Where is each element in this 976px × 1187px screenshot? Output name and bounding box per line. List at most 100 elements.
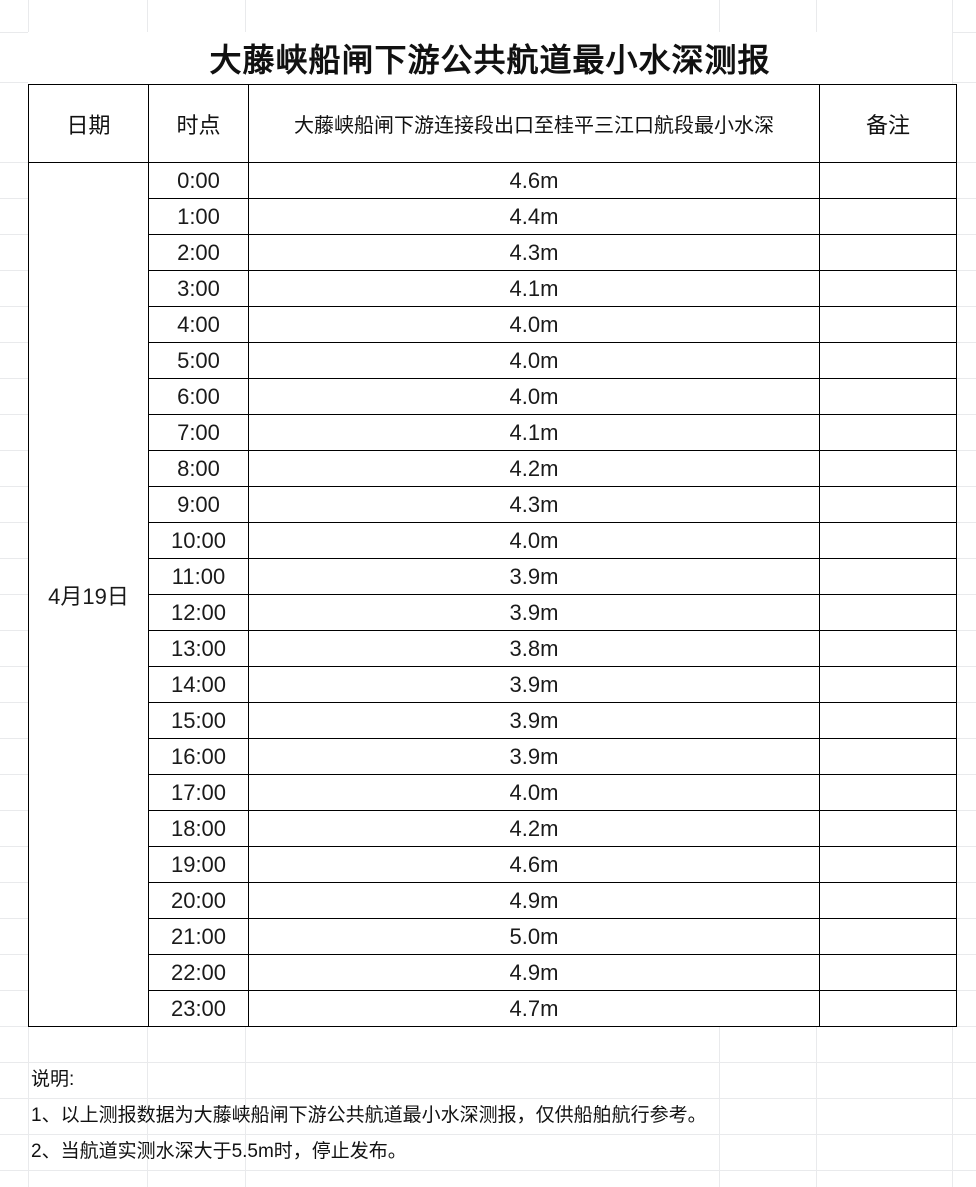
- remark-cell: [819, 486, 957, 523]
- time-cell: 22:00: [148, 954, 249, 991]
- time-cell: 3:00: [148, 270, 249, 307]
- time-cell: 18:00: [148, 810, 249, 847]
- depth-cell: 4.3m: [248, 234, 820, 271]
- table-row: 10:00 4.0m: [29, 522, 957, 559]
- depth-cell: 4.9m: [248, 882, 820, 919]
- depth-cell: 4.0m: [248, 522, 820, 559]
- remark-cell: [819, 666, 957, 703]
- depth-cell: 4.2m: [248, 810, 820, 847]
- grid-hline: [0, 1134, 976, 1135]
- header-date: 日期: [28, 84, 149, 163]
- depth-cell: 4.7m: [248, 990, 820, 1027]
- depth-cell: 3.9m: [248, 702, 820, 739]
- depth-cell: 3.9m: [248, 594, 820, 631]
- table-row: 4:00 4.0m: [29, 306, 957, 343]
- table-row: 14:00 3.9m: [29, 666, 957, 703]
- table-row: 2:00 4.3m: [29, 234, 957, 271]
- table-row: 23:00 4.7m: [29, 990, 957, 1027]
- time-cell: 5:00: [148, 342, 249, 379]
- remark-cell: [819, 306, 957, 343]
- header-depth: 大藤峡船闸下游连接段出口至桂平三江口航段最小水深: [248, 84, 820, 163]
- table-row: 16:00 3.9m: [29, 738, 957, 775]
- header-time: 时点: [148, 84, 249, 163]
- time-cell: 6:00: [148, 378, 249, 415]
- time-cell: 13:00: [148, 630, 249, 667]
- notes-label: 说明:: [31, 1069, 75, 1090]
- remark-cell: [819, 594, 957, 631]
- time-cell: 11:00: [148, 558, 249, 595]
- depth-cell: 4.0m: [248, 306, 820, 343]
- depth-cell: 4.6m: [248, 162, 820, 199]
- depth-cell: 4.6m: [248, 846, 820, 883]
- time-cell: 2:00: [148, 234, 249, 271]
- remark-cell: [819, 414, 957, 451]
- remark-cell: [819, 918, 957, 955]
- remark-cell: [819, 450, 957, 487]
- remark-cell: [819, 846, 957, 883]
- depth-cell: 3.9m: [248, 666, 820, 703]
- remark-cell: [819, 270, 957, 307]
- depth-cell: 4.0m: [248, 774, 820, 811]
- time-cell: 10:00: [148, 522, 249, 559]
- table-row: 20:00 4.9m: [29, 882, 957, 919]
- table-row: 7:00 4.1m: [29, 414, 957, 451]
- remark-cell: [819, 162, 957, 199]
- date-cell: 4月19日: [28, 162, 149, 1027]
- remark-cell: [819, 342, 957, 379]
- remark-cell: [819, 774, 957, 811]
- table-row: 12:00 3.9m: [29, 594, 957, 631]
- table-row: 15:00 3.9m: [29, 702, 957, 739]
- table-row: 4月19日 0:00 4.6m: [28, 162, 957, 1027]
- table-row: 5:00 4.0m: [29, 342, 957, 379]
- header-remark: 备注: [819, 84, 957, 163]
- depth-cell: 4.3m: [248, 486, 820, 523]
- time-cell: 1:00: [148, 198, 249, 235]
- table-row: 19:00 4.6m: [29, 846, 957, 883]
- time-cell: 14:00: [148, 666, 249, 703]
- remark-cell: [819, 702, 957, 739]
- table-row: 8:00 4.2m: [29, 450, 957, 487]
- remark-cell: [819, 522, 957, 559]
- time-cell: 17:00: [148, 774, 249, 811]
- remark-cell: [819, 882, 957, 919]
- time-cell: 8:00: [148, 450, 249, 487]
- remark-cell: [819, 954, 957, 991]
- table-row: 17:00 4.0m: [29, 774, 957, 811]
- note-item-1: 1、以上测报数据为大藤峡船闸下游公共航道最小水深测报，仅供船舶航行参考。: [31, 1105, 707, 1126]
- time-cell: 15:00: [148, 702, 249, 739]
- table-header: 日期 时点 大藤峡船闸下游连接段出口至桂平三江口航段最小水深 备注: [28, 84, 957, 163]
- time-cell: 12:00: [148, 594, 249, 631]
- table-row: 22:00 4.9m: [29, 954, 957, 991]
- depth-cell: 4.0m: [248, 342, 820, 379]
- table-row: 18:00 4.2m: [29, 810, 957, 847]
- note-item-2: 2、当航道实测水深大于5.5m时，停止发布。: [31, 1141, 407, 1162]
- grid-hline: [0, 1062, 976, 1063]
- table-row: 6:00 4.0m: [29, 378, 957, 415]
- time-cell: 7:00: [148, 414, 249, 451]
- depth-cell: 4.1m: [248, 414, 820, 451]
- time-cell: 20:00: [148, 882, 249, 919]
- time-cell: 9:00: [148, 486, 249, 523]
- remark-cell: [819, 198, 957, 235]
- remark-cell: [819, 378, 957, 415]
- remark-cell: [819, 990, 957, 1027]
- table-row: 21:00 5.0m: [29, 918, 957, 955]
- table-row: 1:00 4.4m: [29, 198, 957, 235]
- remark-cell: [819, 810, 957, 847]
- time-cell: 16:00: [148, 738, 249, 775]
- header-row: 日期 时点 大藤峡船闸下游连接段出口至桂平三江口航段最小水深 备注: [28, 84, 957, 163]
- depth-cell: 4.4m: [248, 198, 820, 235]
- depth-cell: 3.9m: [248, 738, 820, 775]
- depth-cell: 4.0m: [248, 378, 820, 415]
- remark-cell: [819, 738, 957, 775]
- table-row: 3:00 4.1m: [29, 270, 957, 307]
- time-cell: 19:00: [148, 846, 249, 883]
- depth-cell: 5.0m: [248, 918, 820, 955]
- depth-cell: 4.1m: [248, 270, 820, 307]
- depth-table: 日期 时点 大藤峡船闸下游连接段出口至桂平三江口航段最小水深 备注 4月19日 0…: [28, 84, 957, 1027]
- depth-cell: 3.9m: [248, 558, 820, 595]
- depth-cell: 4.9m: [248, 954, 820, 991]
- remark-cell: [819, 234, 957, 271]
- time-cell: 23:00: [148, 990, 249, 1027]
